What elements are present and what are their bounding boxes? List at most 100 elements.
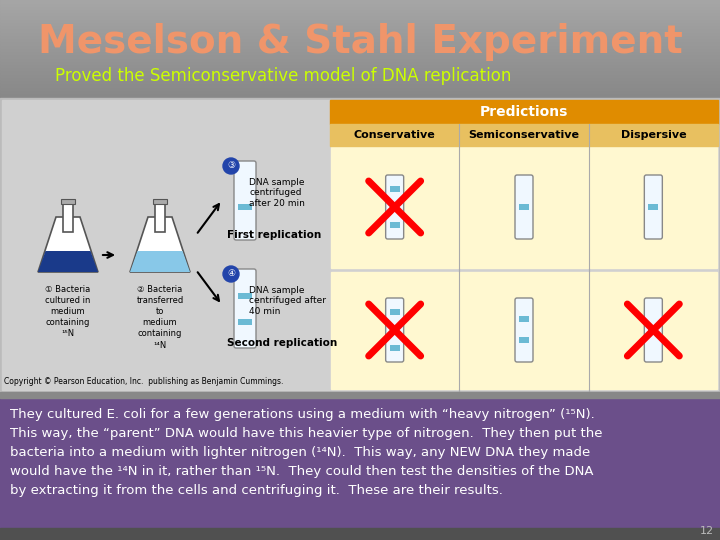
Bar [0,28,720,29]
Bar [0,31,720,32]
Bar [0,9,720,10]
Circle shape [223,266,239,282]
FancyBboxPatch shape [515,298,533,362]
Bar [0,77,720,78]
Bar [0,89,720,90]
Bar [0,87,720,88]
Bar [460,147,588,268]
Bar [0,39,720,40]
Bar [0,68,720,69]
Text: Second replication: Second replication [227,338,337,348]
Bar [155,202,166,232]
Text: ① Bacteria
cultured in
medium
containing
¹⁵N: ① Bacteria cultured in medium containing… [45,285,91,339]
Polygon shape [130,217,190,272]
Bar [0,528,720,540]
Bar [0,23,720,24]
Bar [0,24,720,25]
Circle shape [223,158,239,174]
Bar [238,293,252,299]
Bar [0,74,720,75]
FancyBboxPatch shape [386,175,404,239]
Text: DNA sample
centrifuged
after 20 min: DNA sample centrifuged after 20 min [249,178,305,208]
Bar [0,88,720,89]
Bar [0,13,720,14]
Bar [519,337,529,343]
Text: would have the ¹⁴N in it, rather than ¹⁵N.  They could then test the densities o: would have the ¹⁴N in it, rather than ¹⁵… [10,465,593,478]
Bar [0,53,720,54]
Text: DNA sample
centrifuged after
40 min: DNA sample centrifuged after 40 min [249,286,326,316]
Bar [0,52,720,53]
Text: Proved the Semiconservative model of DNA replication: Proved the Semiconservative model of DNA… [55,67,511,85]
Text: They cultured E. coli for a few generations using a medium with “heavy nitrogen”: They cultured E. coli for a few generati… [10,408,595,421]
Bar [0,46,720,47]
Bar [0,70,720,71]
FancyBboxPatch shape [234,161,256,240]
FancyBboxPatch shape [386,298,404,362]
Bar [0,63,720,64]
Bar [0,10,720,11]
Polygon shape [38,217,98,272]
Bar [0,25,720,26]
Bar [0,1,720,2]
Bar [390,222,400,228]
Bar [0,59,720,60]
Bar [0,73,720,74]
Bar [648,204,658,210]
Bar [0,40,720,41]
Bar [0,3,720,4]
Bar [0,48,720,49]
Bar [0,65,720,66]
Text: Predictions: Predictions [480,105,568,119]
Text: ③: ③ [227,161,235,171]
Bar [0,60,720,61]
Bar [460,272,588,389]
Bar [648,327,658,333]
Bar [0,90,720,91]
Text: This way, the “parent” DNA would have this heavier type of nitrogen.  They then : This way, the “parent” DNA would have th… [10,427,603,440]
Bar [0,34,720,35]
Text: by extracting it from the cells and centrifuging it.  These are their results.: by extracting it from the cells and cent… [10,484,503,497]
Bar [0,99,720,100]
Bar [0,47,720,48]
Bar [0,92,720,93]
Bar [0,86,720,87]
Bar [0,7,720,8]
Bar [0,43,720,44]
Bar [0,11,720,12]
Bar [0,83,720,84]
Bar [0,71,720,72]
Bar [0,22,720,23]
Bar [0,2,720,3]
Text: bacteria into a medium with lighter nitrogen (¹⁴N).  This way, any NEW DNA they : bacteria into a medium with lighter nitr… [10,446,590,459]
Bar [0,12,720,13]
Bar [0,30,720,31]
Bar [0,76,720,77]
Text: 12: 12 [700,526,714,536]
Bar [0,398,720,528]
Bar [61,199,75,204]
Bar [0,66,720,67]
Bar [0,392,720,398]
Bar [331,147,459,268]
Bar [0,54,720,55]
Bar [0,50,720,51]
Bar [390,309,400,315]
Bar [0,21,720,22]
Bar [0,55,720,56]
Bar [0,44,720,45]
Bar [0,64,720,65]
Bar [590,272,717,389]
Bar [0,37,720,38]
Bar [0,96,720,97]
Bar [0,75,720,76]
Bar [0,15,720,16]
Bar [0,5,720,6]
Text: ② Bacteria
transferred
to
medium
containing
¹⁴N: ② Bacteria transferred to medium contain… [136,285,184,349]
Bar [0,42,720,43]
Bar [0,93,720,94]
Bar [590,147,717,268]
Bar [0,85,720,86]
Bar [0,27,720,28]
Bar [0,84,720,85]
Bar [0,32,720,33]
